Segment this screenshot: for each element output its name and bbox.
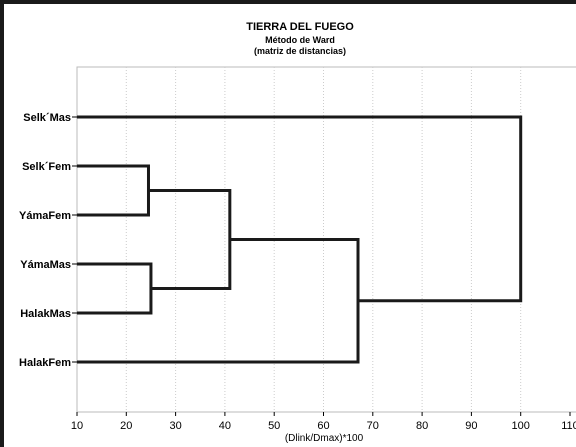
dendrogram-link (148, 189, 232, 290)
leaf-label: HalakFem (19, 357, 71, 369)
x-tick-label: 70 (367, 420, 379, 432)
leaf-labels: Selk´Mas Selk´Fem YámaFem YámaMas HalakMas Ha… (19, 112, 77, 369)
leaf-label: YámaFem (19, 210, 71, 222)
x-tick-label: 20 (120, 420, 132, 432)
leaf-label: YámaMas (20, 259, 71, 271)
x-axis-title: (Dlink/Dmax)*100 (285, 433, 364, 444)
dendrogram-link (77, 238, 360, 364)
leaf-label: HalakMas (20, 308, 71, 320)
x-tick-label: 80 (416, 420, 428, 432)
x-axis-ticks: 10 20 30 40 50 60 70 80 90 100 110 (71, 412, 576, 432)
chart-subtitle-2: (matriz de distancias) (254, 46, 346, 56)
dendrogram-link (77, 262, 153, 315)
x-tick-label: 60 (317, 420, 329, 432)
x-tick-label: 110 (561, 420, 576, 432)
leaf-label: Selk´Mas (23, 112, 71, 124)
dendrogram-link (77, 164, 150, 217)
leaf-label: Selk´Fem (22, 161, 71, 173)
plot-area (76, 66, 576, 413)
x-tick-label: 40 (219, 420, 231, 432)
x-tick-label: 100 (512, 420, 530, 432)
x-tick-label: 10 (71, 420, 83, 432)
x-tick-label: 30 (169, 420, 181, 432)
dendrogram-branches (77, 115, 523, 364)
chart-title: TIERRA DEL FUEGO (246, 21, 354, 33)
chart-subtitle: Método de Ward (265, 35, 335, 45)
x-tick-label: 90 (465, 420, 477, 432)
x-tick-label: 50 (268, 420, 280, 432)
dendrogram-link (77, 115, 523, 303)
